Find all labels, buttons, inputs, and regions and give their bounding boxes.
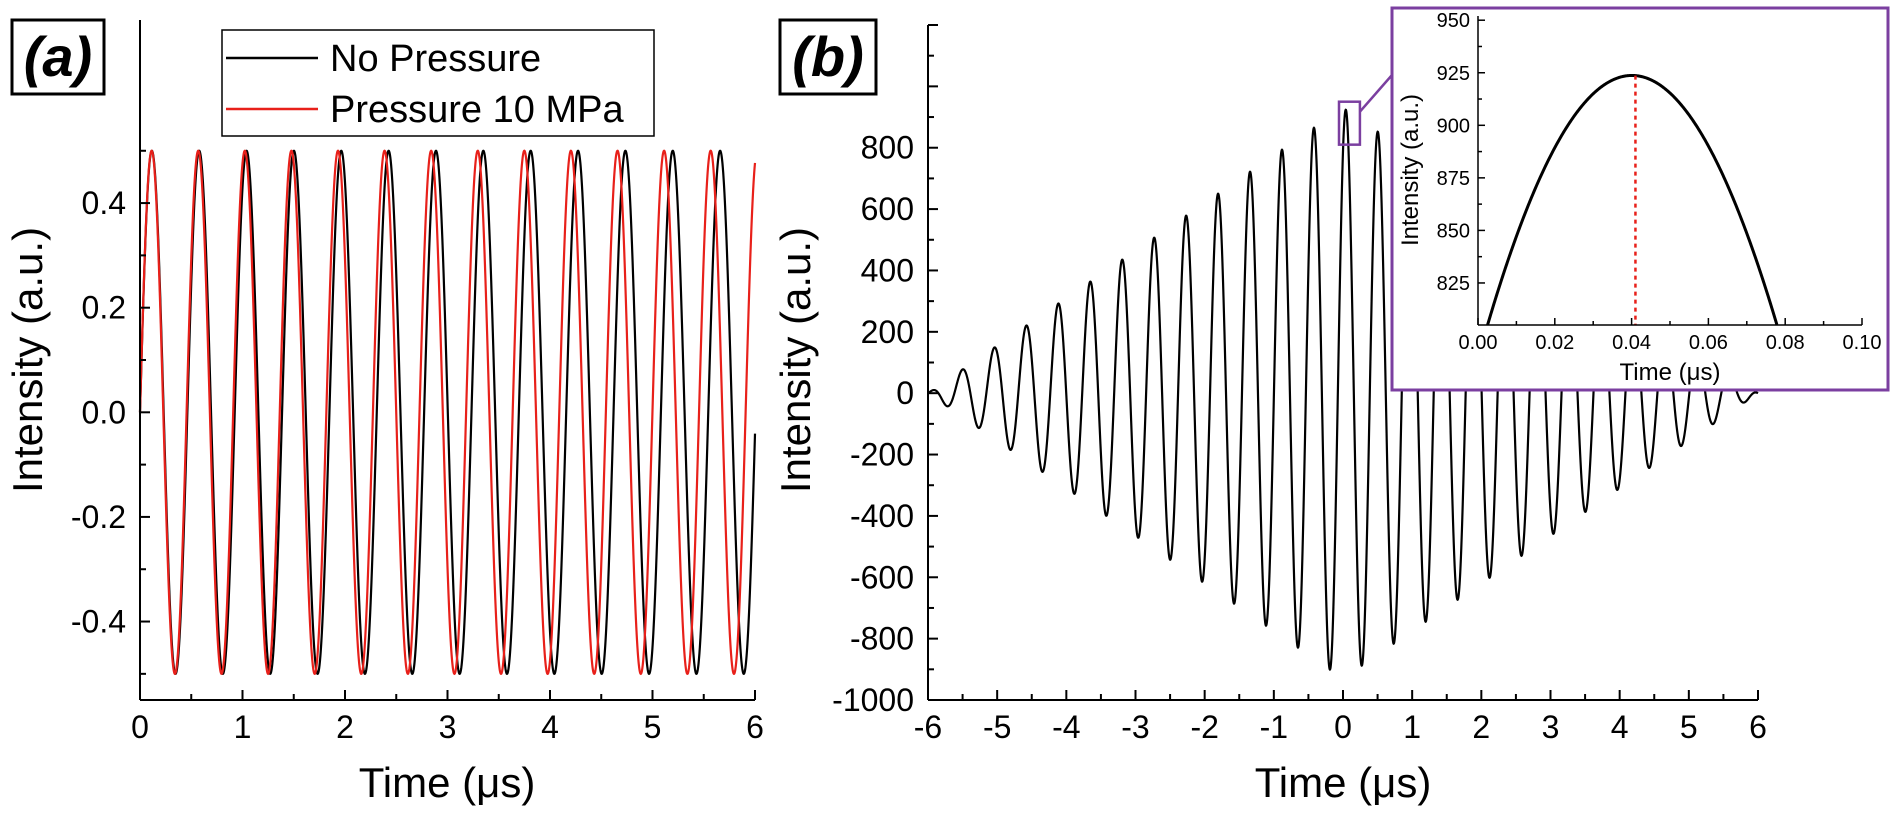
x-tick-label-b: 6: [1749, 709, 1767, 745]
y-tick-label-b: 800: [861, 130, 914, 166]
x-tick-label-b: -4: [1052, 709, 1080, 745]
panel-label-a: (a): [24, 25, 92, 88]
y-tick-label-a: -0.4: [71, 604, 126, 640]
inset-x-tick-label: 0.00: [1459, 332, 1498, 354]
legend-a: No Pressure Pressure 10 MPa: [221, 29, 655, 137]
x-tick-label-a: 2: [336, 709, 354, 745]
y-tick-label-a: 0.0: [82, 394, 126, 430]
y-tick-label-b: 200: [861, 314, 914, 350]
x-tick-label-b: 2: [1472, 709, 1490, 745]
panel-label-box-a: [10, 18, 106, 96]
x-tick-label-b: 0: [1334, 709, 1352, 745]
y-tick-label-b: -1000: [832, 682, 914, 718]
x-tick-label-b: -3: [1121, 709, 1149, 745]
x-tick-label-a: 1: [234, 709, 252, 745]
inset-y-tick-label: 875: [1437, 168, 1470, 190]
series-line-a-0: [138, 149, 757, 676]
inset-x-axis-title: Time (μs): [1620, 359, 1721, 386]
inset-curve: [1486, 73, 1779, 326]
x-tick-label-b: -6: [914, 709, 942, 745]
inset-y-tick-label: 950: [1437, 10, 1470, 32]
legend-frame: [221, 29, 655, 137]
chart-a: 0 1 2 3 4 5 6 -0.4 -0.2 0.0 0.2 0.4 Time (μs) Intensi…: [4, 18, 764, 806]
inset-frame: [1390, 6, 1890, 392]
y-axis-title-b: Intensity (a.u.): [772, 227, 819, 493]
legend-label-0: No Pressure: [330, 38, 541, 80]
series-line-a-1: [138, 149, 757, 676]
series-line-b-0: [927, 108, 1759, 672]
x-tick-label-b: -5: [983, 709, 1011, 745]
y-tick-label-a: 0.2: [82, 290, 126, 326]
inset-y-tick-label: 825: [1437, 273, 1470, 295]
inset-x-tick-label: 0.02: [1535, 332, 1574, 354]
inset-y-tick-label: 850: [1437, 220, 1470, 242]
panel-label-b: (b): [792, 25, 864, 88]
zoom-connector: [1358, 74, 1393, 113]
x-tick-label-b: -1: [1260, 709, 1288, 745]
inset-x-tick-label: 0.08: [1766, 332, 1805, 354]
y-tick-label-a: 0.4: [82, 185, 126, 221]
y-tick-label-a: -0.2: [71, 499, 126, 535]
x-tick-label-a: 0: [131, 709, 149, 745]
inset: 0.00 0.02 0.04 0.06 0.08 0.10 825 850 875 900 925 9…: [1358, 6, 1890, 392]
inset-x-tick-label: 0.06: [1689, 332, 1728, 354]
inset-x-tick-label: 0.04: [1612, 332, 1651, 354]
x-tick-label-b: -2: [1190, 709, 1218, 745]
y-tick-label-b: -600: [850, 559, 914, 595]
y-tick-label-b: 600: [861, 191, 914, 227]
y-tick-label-b: -400: [850, 498, 914, 534]
chart-b: -6 -5 -4 -3 -2 -1 0 1 2 3 4 5 6 -1000 -800 -600 -400 -200…: [772, 6, 1890, 806]
y-tick-label-b: 400: [861, 252, 914, 288]
x-tick-label-a: 3: [439, 709, 457, 745]
x-tick-label-a: 6: [746, 709, 764, 745]
x-tick-label-b: 1: [1403, 709, 1421, 745]
panel-label-box-b: [778, 18, 878, 96]
zoom-box: [1337, 100, 1362, 146]
x-axis-title-b: Time (μs): [1255, 759, 1432, 806]
x-tick-label-a: 4: [541, 709, 559, 745]
y-axis-title-a: Intensity (a.u.): [4, 227, 51, 493]
inset-y-axis-title: Intensity (a.u.): [1397, 94, 1424, 246]
x-tick-label-b: 4: [1611, 709, 1629, 745]
inset-x-tick-label: 0.10: [1843, 332, 1882, 354]
inset-y-tick-label: 925: [1437, 63, 1470, 85]
y-tick-label-b: 0: [896, 375, 914, 411]
x-tick-label-b: 5: [1680, 709, 1698, 745]
x-tick-label-b: 3: [1542, 709, 1560, 745]
legend-label-1: Pressure 10 MPa: [330, 89, 624, 131]
y-tick-label-b: -200: [850, 437, 914, 473]
y-tick-label-b: -800: [850, 621, 914, 657]
x-axis-title-a: Time (μs): [359, 759, 536, 806]
inset-y-tick-label: 900: [1437, 115, 1470, 137]
x-tick-label-a: 5: [644, 709, 662, 745]
